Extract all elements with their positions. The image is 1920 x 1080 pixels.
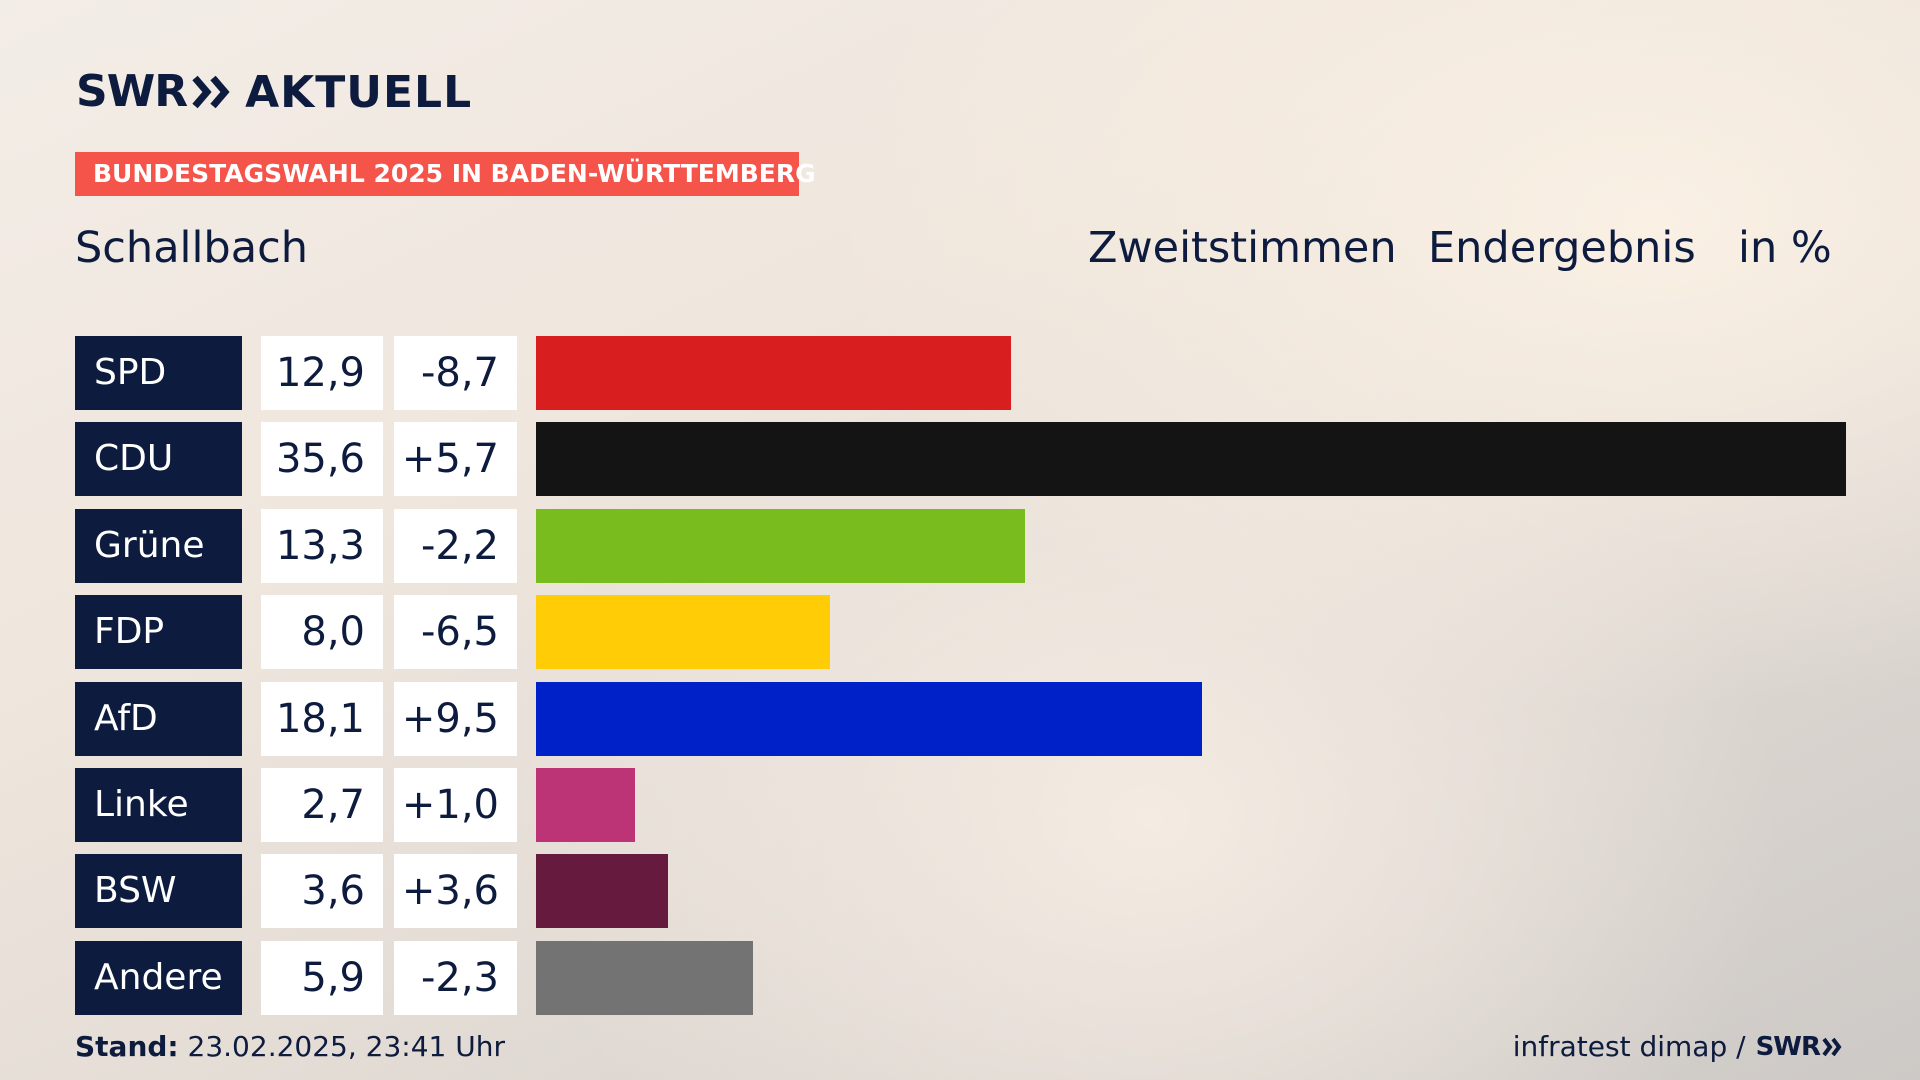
vote-change-value: -2,2 [394,508,517,583]
swr-mini-logo: SWR [1755,1032,1821,1062]
vote-change-value: -6,5 [394,595,517,670]
timestamp: Stand: 23.02.2025, 23:41 Uhr [75,1030,505,1064]
stand-value: 23.02.2025, 23:41 Uhr [187,1030,505,1063]
party-label: Linke [75,768,242,842]
double-chevron-icon [192,75,230,109]
vote-share-value: 2,7 [261,768,383,842]
party-label: AfD [75,681,242,756]
vote-share-value: 3,6 [261,854,383,929]
vote-change-value: +9,5 [394,681,517,756]
bar-cdu [536,422,1846,497]
party-label: Andere [75,940,242,1015]
vote-type-label: Zweitstimmen [1088,223,1397,273]
status-label: Endergebnis [1428,223,1696,273]
swr-aktuell-logo: SWR AKTUELL [76,64,472,120]
vote-share-value: 18,1 [261,681,383,756]
bar-bsw [536,854,668,929]
vote-change-value: +1,0 [394,768,517,842]
vote-share-value: 13,3 [261,508,383,583]
bar-linke [536,768,635,842]
double-chevron-icon [1822,1037,1842,1057]
vote-share-value: 35,6 [261,422,383,497]
party-label: BSW [75,854,242,929]
stand-label: Stand: [75,1030,179,1063]
vote-share-value: 5,9 [261,940,383,1015]
bar-grüne [536,508,1025,583]
bar-spd [536,336,1011,410]
vote-change-value: -8,7 [394,336,517,410]
swr-logo-text: SWR [76,66,188,117]
vote-change-value: +3,6 [394,854,517,929]
vote-share-value: 12,9 [261,336,383,410]
place-title: Schallbach [75,223,308,273]
bar-andere [536,940,753,1015]
vote-change-value: +5,7 [394,422,517,497]
source-credit: infratest dimap / SWR [1513,1030,1844,1064]
party-label: CDU [75,422,242,497]
aktuell-logo-text: AKTUELL [245,66,473,118]
party-label: Grüne [75,508,242,583]
party-label: SPD [75,336,242,410]
unit-label: in % [1738,223,1832,273]
party-label: FDP [75,595,242,670]
source-label: infratest dimap / [1512,1030,1746,1063]
vote-change-value: -2,3 [394,940,517,1015]
bar-fdp [536,595,830,670]
vote-share-value: 8,0 [261,595,383,670]
bar-afd [536,681,1202,756]
election-banner: BUNDESTAGSWAHL 2025 IN BADEN-WÜRTTEMBERG [75,152,816,196]
